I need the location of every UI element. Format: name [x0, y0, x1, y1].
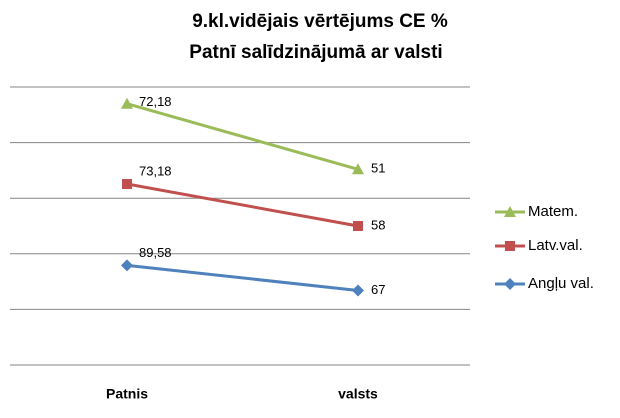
- x-tick-label: Patnis: [106, 386, 148, 402]
- series-line: [126, 263, 359, 292]
- marker: [352, 163, 364, 175]
- data-label: 58: [371, 217, 385, 232]
- marker: [352, 284, 364, 297]
- legend-label: Latv.val.: [528, 237, 583, 254]
- data-label: 67: [371, 282, 385, 297]
- x-tick-label: valsts: [338, 386, 378, 402]
- legend-marker: [505, 241, 515, 251]
- marker: [122, 179, 132, 190]
- data-label: 72,18: [139, 94, 172, 109]
- data-label: 89,58: [139, 245, 172, 260]
- marker: [121, 97, 133, 109]
- legend-marker: [504, 206, 516, 217]
- marker: [353, 221, 363, 231]
- data-label: 73,18: [139, 163, 172, 178]
- data-label: 51: [371, 161, 385, 176]
- legend-marker: [504, 278, 516, 290]
- legend-label: Matem.: [528, 203, 578, 220]
- chart-subtitle: Patnī salīdzinājumā ar valsti: [189, 42, 442, 63]
- chart-title: 9.kl.vidējais vērtējums CE %: [192, 11, 448, 32]
- series-line: [126, 182, 359, 228]
- legend-label: Angļu val.: [528, 275, 594, 292]
- series-line: [126, 102, 359, 171]
- marker: [121, 259, 133, 272]
